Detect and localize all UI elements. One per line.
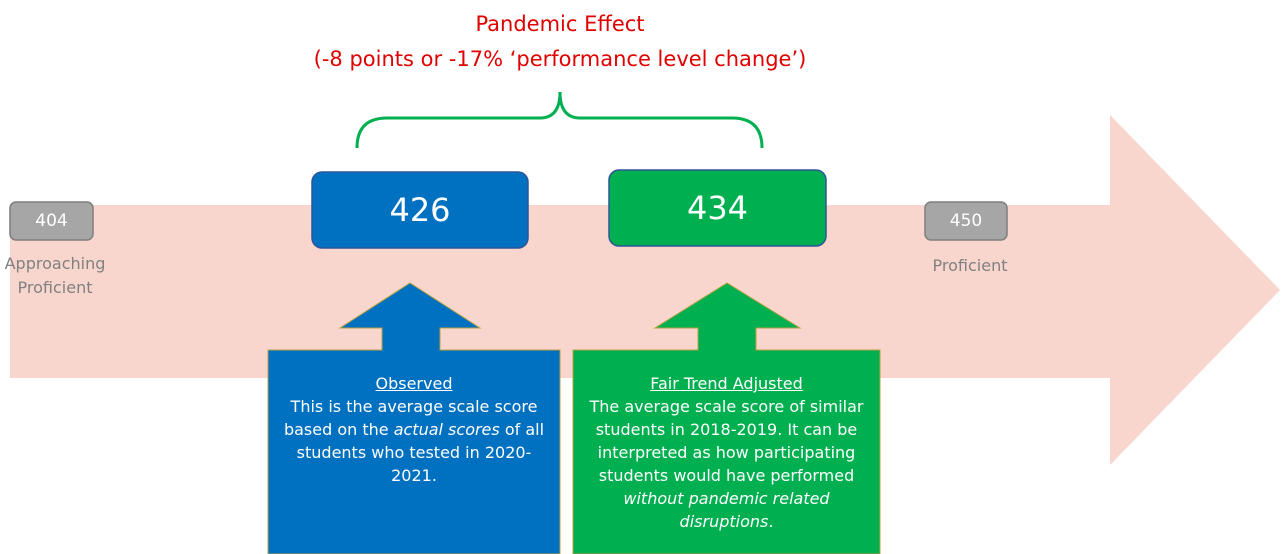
- adjusted-description: The average scale score of similar stude…: [573, 395, 880, 533]
- score-box-404: [9, 201, 94, 241]
- text-run: of all students who tested in 2020-2021.: [296, 420, 545, 485]
- brace: [355, 91, 764, 149]
- text-run: without pandemic related disruptions: [623, 489, 830, 531]
- adjusted-callout: [572, 282, 881, 554]
- adjusted-score: 434: [686, 189, 749, 227]
- low-label: Approaching Proficient: [0, 252, 120, 300]
- observed-heading: Observed: [375, 374, 453, 393]
- low-score: 404: [35, 211, 68, 231]
- adjusted-text: Fair Trend Adjusted The average scale sc…: [573, 372, 880, 533]
- low-label-line: Proficient: [17, 278, 93, 297]
- adjusted-heading: Fair Trend Adjusted: [650, 374, 803, 393]
- text-run: The average scale score of similar stude…: [589, 397, 864, 485]
- score-box-450: [924, 201, 1008, 241]
- text-run: This is the average scale score based on…: [283, 397, 538, 439]
- subtitle: (-8 points or -17% ‘performance level ch…: [313, 47, 807, 71]
- adjusted-box: [608, 169, 827, 247]
- observed-description: This is the average scale score based on…: [268, 395, 560, 487]
- low-label-line: Approaching: [4, 254, 106, 273]
- title: Pandemic Effect: [475, 12, 645, 36]
- text-run: .: [768, 512, 774, 531]
- observed-text: Observed This is the average scale score…: [268, 372, 560, 487]
- high-label: Proficient: [932, 256, 1008, 275]
- observed-callout: [267, 282, 561, 554]
- observed-score: 426: [389, 191, 451, 229]
- observed-box: [311, 171, 529, 249]
- text-run: actual scores: [393, 420, 500, 439]
- high-score: 450: [949, 211, 983, 231]
